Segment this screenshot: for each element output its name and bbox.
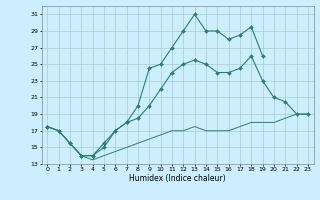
X-axis label: Humidex (Indice chaleur): Humidex (Indice chaleur)	[129, 174, 226, 183]
